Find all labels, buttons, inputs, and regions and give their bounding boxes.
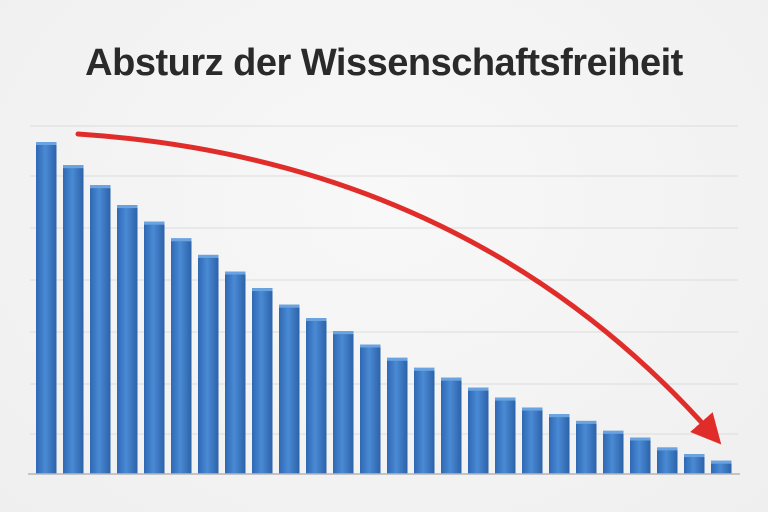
- bar-body: [36, 142, 57, 474]
- bar-top-highlight: [576, 420, 597, 424]
- bar: [306, 318, 327, 474]
- bar-top-highlight: [333, 331, 354, 335]
- bar-body: [171, 238, 192, 474]
- bar-body: [522, 407, 543, 474]
- bar-body: [117, 205, 138, 474]
- bar-body: [576, 420, 597, 474]
- bar-top-highlight: [279, 304, 300, 308]
- bar-top-highlight: [630, 437, 651, 441]
- bar: [171, 238, 192, 474]
- bar-top-highlight: [549, 414, 570, 418]
- bar-body: [711, 460, 732, 474]
- bar-top-highlight: [198, 254, 219, 258]
- bar: [684, 454, 705, 474]
- bar-top-highlight: [495, 397, 516, 401]
- bar-top-highlight: [252, 288, 273, 292]
- bar: [576, 420, 597, 474]
- bar-top-highlight: [36, 142, 57, 145]
- bar-top-highlight: [468, 387, 489, 391]
- downward-trend-arrow: [75, 131, 722, 445]
- chart-title: Absturz der Wissenschaftsfreiheit: [85, 42, 683, 84]
- bar: [441, 377, 462, 474]
- bar-body: [630, 437, 651, 474]
- bar: [468, 387, 489, 474]
- bar: [252, 288, 273, 474]
- bar-top-highlight: [360, 344, 381, 348]
- bar-top-highlight: [306, 318, 327, 321]
- bar: [90, 185, 111, 474]
- bar-body: [549, 414, 570, 474]
- bar-body: [90, 185, 111, 474]
- bar-body: [414, 367, 435, 474]
- bars: [36, 142, 732, 474]
- bar: [657, 447, 678, 474]
- bar: [630, 437, 651, 474]
- bar-top-highlight: [603, 430, 624, 434]
- bar: [63, 165, 84, 474]
- bar: [117, 205, 138, 474]
- bar-body: [225, 271, 246, 474]
- bar-body: [387, 357, 408, 474]
- bar: [603, 430, 624, 474]
- bar-body: [252, 288, 273, 474]
- bar-top-highlight: [387, 357, 408, 361]
- bar: [333, 331, 354, 474]
- bar-body: [144, 221, 165, 474]
- bar-body: [684, 454, 705, 474]
- bar: [198, 254, 219, 474]
- bar: [279, 304, 300, 474]
- bar: [360, 344, 381, 474]
- bar: [549, 414, 570, 474]
- bar-top-highlight: [117, 205, 138, 209]
- bar: [414, 367, 435, 474]
- bar: [522, 407, 543, 474]
- bar-body: [279, 304, 300, 474]
- bar-body: [360, 344, 381, 474]
- bar-body: [468, 387, 489, 474]
- bar: [711, 460, 732, 474]
- bar: [36, 142, 57, 474]
- bar-top-highlight: [63, 165, 84, 169]
- bar: [225, 271, 246, 474]
- bar-top-highlight: [711, 460, 732, 464]
- bar-top-highlight: [441, 377, 462, 381]
- bar-body: [333, 331, 354, 474]
- bar-top-highlight: [414, 367, 435, 371]
- bar-body: [63, 165, 84, 474]
- bar-body: [495, 397, 516, 474]
- bar: [387, 357, 408, 474]
- bar-top-highlight: [225, 271, 246, 275]
- bar-body: [603, 430, 624, 474]
- bar-top-highlight: [171, 238, 192, 242]
- bar-top-highlight: [144, 221, 165, 225]
- bar-top-highlight: [684, 454, 705, 458]
- bar-body: [198, 254, 219, 474]
- bar-body: [306, 318, 327, 474]
- bar-top-highlight: [90, 185, 111, 189]
- bar-top-highlight: [657, 447, 678, 451]
- bar-top-highlight: [522, 407, 543, 411]
- bar-body: [441, 377, 462, 474]
- bar-body: [657, 447, 678, 474]
- bar: [144, 221, 165, 474]
- bar: [495, 397, 516, 474]
